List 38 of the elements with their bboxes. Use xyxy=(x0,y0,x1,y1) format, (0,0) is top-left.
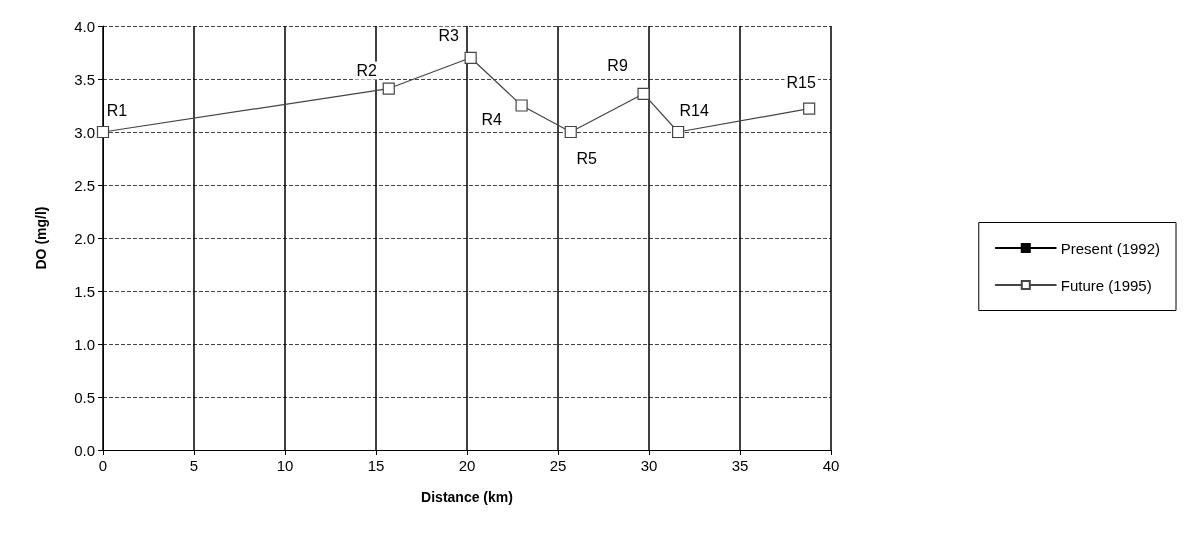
legend-label: Future (1995) xyxy=(1060,276,1152,294)
point xyxy=(803,102,816,115)
y-tick-label: 1.5 xyxy=(74,282,95,300)
y-tick-label: 0.5 xyxy=(74,388,95,406)
annotation: R3 xyxy=(438,27,459,45)
x-tick-label: 5 xyxy=(189,457,199,474)
point xyxy=(637,87,650,100)
x-tick-label: 35 xyxy=(731,457,749,474)
y-tick-label: 3.0 xyxy=(74,123,95,141)
point xyxy=(564,125,577,139)
y-tick-label: 2.5 xyxy=(74,176,95,194)
point xyxy=(382,82,395,95)
point xyxy=(96,125,110,139)
y-tick-label: 4.0 xyxy=(74,17,95,35)
legend-label: Present (1992) xyxy=(1060,239,1161,257)
y-tick-label: 2.0 xyxy=(74,229,95,247)
x-tick-label: 25 xyxy=(549,457,567,474)
annotation: R1 xyxy=(106,101,128,119)
annotation: R14 xyxy=(679,101,709,119)
annotation: R2 xyxy=(356,62,378,80)
x-tick-label: 40 xyxy=(822,457,840,474)
x-tick-label: 20 xyxy=(458,457,476,474)
x-axis-title: Distance (km) xyxy=(421,489,513,505)
annotation: R4 xyxy=(481,111,502,128)
x-tick-label: 10 xyxy=(276,457,294,474)
y-tick-label: 1.0 xyxy=(74,335,95,353)
y-tick-label: 0.0 xyxy=(74,441,95,459)
annotation: R15 xyxy=(786,74,816,92)
x-tick-label: 0 xyxy=(98,457,108,474)
annotation: R5 xyxy=(576,149,598,167)
x-tick-label: 30 xyxy=(640,457,658,474)
point xyxy=(672,125,685,139)
annotation: R9 xyxy=(607,57,628,75)
y-axis-title: DO (mg/l) xyxy=(33,206,49,270)
point xyxy=(464,51,477,64)
point xyxy=(515,99,528,112)
x-tick-label: 15 xyxy=(367,457,385,474)
y-tick-label: 3.5 xyxy=(74,70,95,88)
